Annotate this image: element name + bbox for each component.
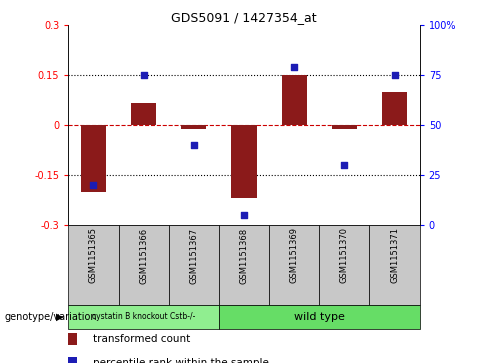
Bar	[269, 225, 319, 305]
Bar	[68, 225, 119, 305]
Bar	[319, 225, 369, 305]
Text: GSM1151371: GSM1151371	[390, 228, 399, 284]
Text: GSM1151369: GSM1151369	[290, 228, 299, 284]
Text: GSM1151370: GSM1151370	[340, 228, 349, 284]
Point	[341, 162, 348, 168]
Bar	[68, 333, 77, 345]
Text: GSM1151368: GSM1151368	[240, 228, 248, 284]
Text: cystatin B knockout Cstb-/-: cystatin B knockout Cstb-/-	[92, 312, 195, 321]
Point	[391, 72, 399, 78]
Title: GDS5091 / 1427354_at: GDS5091 / 1427354_at	[171, 11, 317, 24]
Bar	[369, 225, 420, 305]
Text: transformed count: transformed count	[93, 334, 190, 344]
Point	[190, 142, 198, 148]
Text: percentile rank within the sample: percentile rank within the sample	[93, 358, 269, 363]
Bar	[282, 75, 307, 125]
Point	[290, 65, 298, 70]
Bar	[332, 125, 357, 129]
Text: GSM1151366: GSM1151366	[139, 228, 148, 284]
Bar	[169, 225, 219, 305]
Bar	[219, 305, 420, 329]
Bar	[119, 225, 169, 305]
Bar	[68, 357, 77, 363]
Bar	[68, 305, 219, 329]
Bar	[131, 103, 156, 125]
Point	[240, 212, 248, 218]
Text: GSM1151367: GSM1151367	[189, 228, 198, 284]
Bar	[382, 92, 407, 125]
Point	[89, 182, 97, 188]
Text: GSM1151365: GSM1151365	[89, 228, 98, 284]
Text: genotype/variation: genotype/variation	[5, 312, 98, 322]
Text: wild type: wild type	[294, 312, 345, 322]
Bar	[181, 125, 206, 129]
Point	[140, 72, 147, 78]
Text: ▶: ▶	[56, 312, 63, 322]
Bar	[81, 125, 106, 192]
Bar	[231, 125, 257, 199]
Bar	[219, 225, 269, 305]
